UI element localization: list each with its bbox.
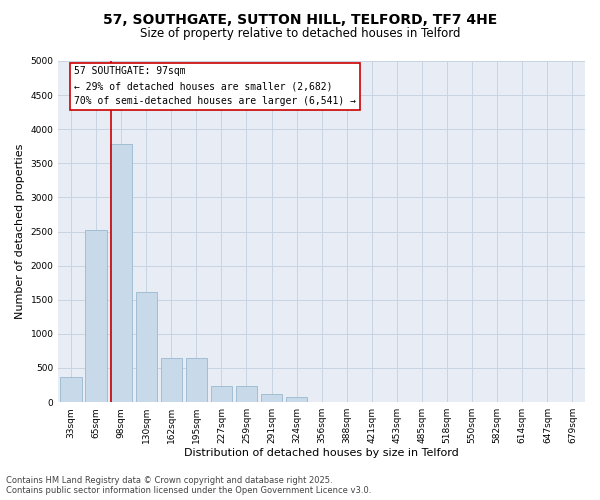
Bar xyxy=(60,377,82,402)
Bar xyxy=(136,292,157,402)
Text: Size of property relative to detached houses in Telford: Size of property relative to detached ho… xyxy=(140,28,460,40)
Bar xyxy=(211,386,232,402)
Bar xyxy=(261,394,282,402)
Bar xyxy=(161,358,182,402)
X-axis label: Distribution of detached houses by size in Telford: Distribution of detached houses by size … xyxy=(184,448,459,458)
Bar xyxy=(85,230,107,402)
Y-axis label: Number of detached properties: Number of detached properties xyxy=(15,144,25,319)
Bar xyxy=(185,358,207,402)
Bar xyxy=(236,386,257,402)
Text: Contains HM Land Registry data © Crown copyright and database right 2025.
Contai: Contains HM Land Registry data © Crown c… xyxy=(6,476,371,495)
Text: 57 SOUTHGATE: 97sqm
← 29% of detached houses are smaller (2,682)
70% of semi-det: 57 SOUTHGATE: 97sqm ← 29% of detached ho… xyxy=(74,66,356,106)
Bar xyxy=(286,397,307,402)
Bar xyxy=(110,144,132,402)
Text: 57, SOUTHGATE, SUTTON HILL, TELFORD, TF7 4HE: 57, SOUTHGATE, SUTTON HILL, TELFORD, TF7… xyxy=(103,12,497,26)
